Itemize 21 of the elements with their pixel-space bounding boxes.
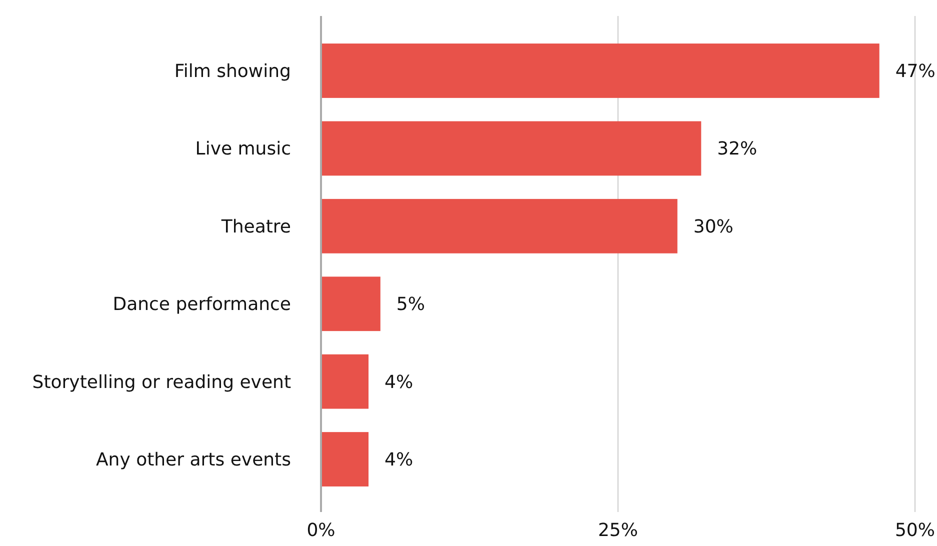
- data-label: 5%: [396, 294, 425, 316]
- data-label: 30%: [693, 216, 734, 238]
- bar: [321, 198, 678, 254]
- y-tick-label: Theatre: [220, 216, 291, 238]
- data-label: 4%: [384, 450, 414, 471]
- bar: [321, 121, 702, 176]
- x-tick-label: 50%: [894, 520, 936, 541]
- y-tick-label: Any other arts events: [96, 450, 291, 471]
- data-label: 4%: [384, 372, 414, 393]
- bar: [321, 276, 380, 332]
- y-tick-label: Dance performance: [112, 294, 291, 316]
- bar: [321, 354, 369, 409]
- y-tick-label: Film showing: [174, 61, 291, 82]
- x-tick-label: 0%: [306, 520, 336, 541]
- y-tick-label: Storytelling or reading event: [32, 372, 291, 393]
- data-label: 32%: [717, 138, 758, 160]
- x-tick-label: 25%: [598, 520, 638, 541]
- bar: [321, 44, 880, 98]
- data-label: 47%: [895, 61, 936, 82]
- bar: [321, 432, 369, 486]
- y-tick-label: Live music: [195, 138, 291, 160]
